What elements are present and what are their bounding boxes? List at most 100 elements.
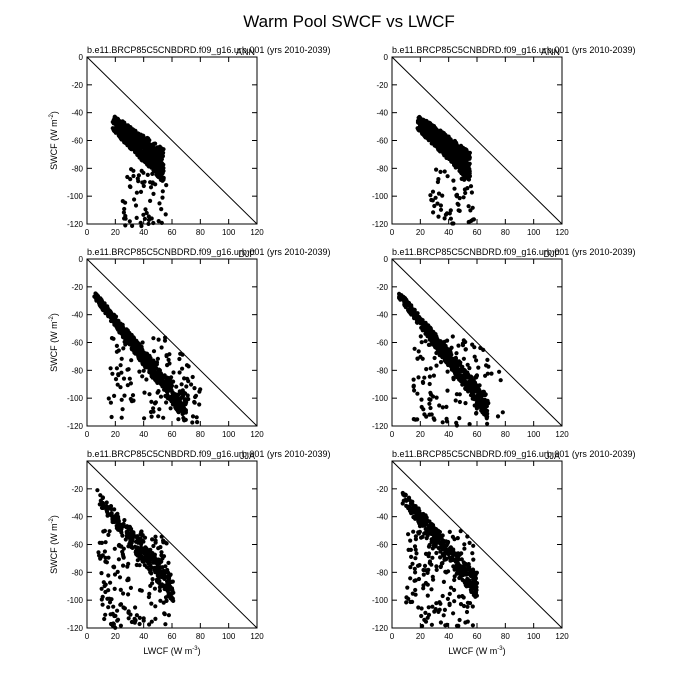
y-tick-label: -40 xyxy=(71,311,83,320)
data-point xyxy=(450,334,455,339)
data-point xyxy=(99,597,104,602)
scatter-points xyxy=(92,291,203,425)
data-point xyxy=(113,514,118,520)
data-point xyxy=(194,415,199,420)
data-point xyxy=(179,382,184,387)
x-tick-label: 120 xyxy=(555,228,569,237)
data-point xyxy=(148,185,154,190)
data-point xyxy=(171,379,176,384)
data-point xyxy=(448,347,453,352)
y-tick-label: -100 xyxy=(67,192,84,201)
x-tick-label: 120 xyxy=(250,228,264,237)
x-axis-label: LWCF (W m-3) xyxy=(448,646,505,656)
data-point xyxy=(168,406,173,411)
scatter-points xyxy=(95,488,176,630)
y-tick-label: -100 xyxy=(67,394,84,403)
data-point xyxy=(106,605,111,610)
data-point xyxy=(151,147,156,153)
data-point xyxy=(461,560,466,565)
data-point xyxy=(120,407,125,412)
data-point xyxy=(461,195,466,200)
data-point xyxy=(125,174,130,180)
y-axis-label: SWCF (W m-2) xyxy=(49,515,59,574)
x-tick-label: 40 xyxy=(444,228,453,237)
data-point xyxy=(137,148,142,153)
y-axis-label: SWCF (W m-2) xyxy=(49,313,59,372)
data-point xyxy=(485,421,490,426)
data-point xyxy=(151,168,156,173)
data-point xyxy=(163,393,168,399)
data-point xyxy=(148,370,153,375)
data-point xyxy=(432,417,437,422)
data-point xyxy=(183,391,188,396)
data-point xyxy=(181,415,186,421)
data-point xyxy=(114,319,119,324)
data-point xyxy=(410,510,415,515)
data-point xyxy=(484,363,489,368)
data-point xyxy=(146,561,151,566)
data-point xyxy=(126,592,131,597)
reference-line xyxy=(391,258,563,427)
data-point xyxy=(450,555,455,560)
data-point xyxy=(135,151,140,156)
data-point xyxy=(408,501,414,506)
data-point xyxy=(467,540,472,546)
data-point xyxy=(412,346,417,351)
x-tick-label: 100 xyxy=(222,228,236,237)
data-point xyxy=(444,539,449,544)
data-point xyxy=(458,143,464,148)
data-point xyxy=(155,379,160,384)
data-point xyxy=(470,342,475,347)
data-point xyxy=(147,622,152,627)
data-point xyxy=(163,584,168,590)
data-point xyxy=(143,207,148,212)
season-label: ANN xyxy=(541,47,560,57)
data-point xyxy=(122,206,127,212)
data-point xyxy=(431,210,436,215)
data-point xyxy=(462,374,467,379)
data-point xyxy=(466,204,471,209)
reference-line xyxy=(86,258,258,427)
data-point xyxy=(137,358,142,363)
data-point xyxy=(131,168,136,173)
data-point xyxy=(141,212,146,217)
panel-5: b.e11.BRCP85C5CNBDRD.f09_g16.urb.001 (yr… xyxy=(49,449,330,656)
data-point xyxy=(118,587,123,593)
data-point xyxy=(462,187,467,192)
panel-4: b.e11.BRCP85C5CNBDRD.f09_g16.urb.001 (yr… xyxy=(372,247,635,439)
data-point xyxy=(164,400,169,405)
data-point xyxy=(461,595,466,600)
data-point xyxy=(126,544,131,549)
data-point xyxy=(118,326,124,331)
y-tick-label: -20 xyxy=(376,485,388,494)
data-point xyxy=(470,567,476,572)
data-point xyxy=(126,340,132,345)
data-point xyxy=(135,340,140,345)
data-point xyxy=(112,546,117,551)
data-point xyxy=(427,412,432,417)
data-point xyxy=(159,553,164,558)
data-point xyxy=(102,549,107,554)
data-point xyxy=(141,183,146,189)
x-tick-label: 120 xyxy=(250,632,264,641)
data-point xyxy=(179,395,184,400)
data-point xyxy=(457,617,462,623)
data-point xyxy=(422,375,427,380)
data-point xyxy=(460,573,465,578)
data-point xyxy=(179,408,184,413)
data-point xyxy=(177,370,182,375)
data-point xyxy=(115,129,120,134)
data-point xyxy=(105,513,110,518)
data-point xyxy=(415,356,420,361)
data-point xyxy=(474,588,479,593)
data-point xyxy=(167,381,173,386)
data-point xyxy=(103,559,108,564)
data-point xyxy=(440,405,445,410)
data-point xyxy=(411,377,416,382)
data-point xyxy=(444,346,449,351)
data-point xyxy=(144,160,149,165)
data-point xyxy=(159,345,164,350)
data-point xyxy=(477,401,482,406)
data-point xyxy=(446,360,451,365)
data-point xyxy=(133,605,138,610)
